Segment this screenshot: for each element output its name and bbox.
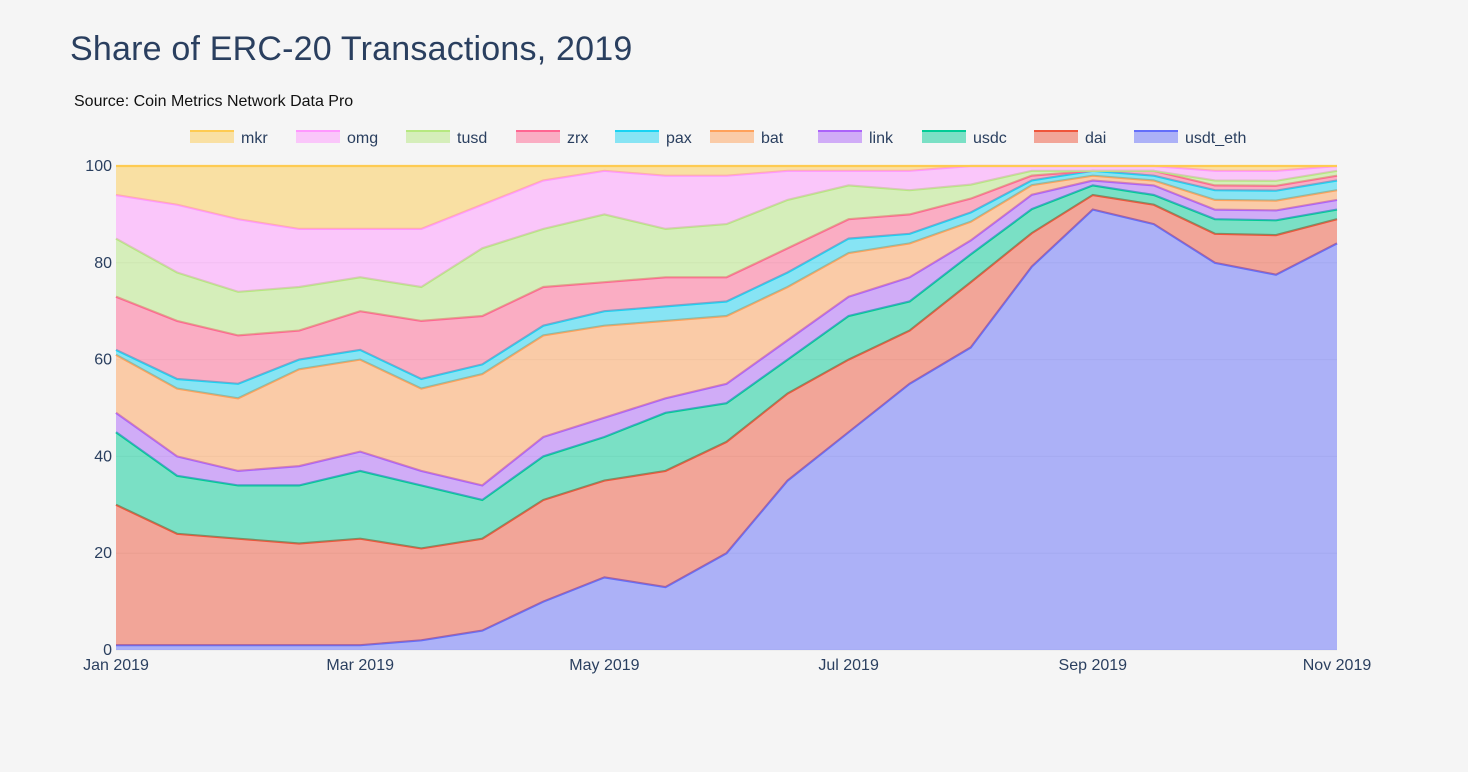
y-tick-label: 100 (85, 158, 112, 175)
legend-item-usdt-eth[interactable]: usdt_eth (1134, 130, 1246, 147)
x-tick-label: Jul 2019 (818, 657, 879, 674)
legend-item-link[interactable]: link (818, 130, 894, 147)
chart-title: Share of ERC-20 Transactions, 2019 (70, 30, 633, 68)
legend-label: tusd (457, 130, 487, 147)
legend-item-omg[interactable]: omg (296, 130, 378, 147)
legend-label: bat (761, 130, 784, 147)
axes: 0 20 40 60 80 100 Jan 2019 Mar 2019 May 2019 Jul … (83, 158, 1371, 674)
area-tusd (116, 170, 1337, 336)
legend-swatch (406, 131, 450, 143)
legend-swatch (1034, 131, 1078, 143)
legend-item-dai[interactable]: dai (1034, 130, 1106, 147)
legend-item-usdc[interactable]: usdc (922, 130, 1007, 147)
legend-swatch (615, 131, 659, 143)
y-tick-label: 80 (94, 255, 112, 272)
stacked-areas (115, 164, 1338, 650)
x-tick-label: May 2019 (569, 657, 639, 674)
x-tick-label: Nov 2019 (1303, 657, 1372, 674)
legend-label: dai (1085, 130, 1106, 147)
y-tick-label: 40 (94, 448, 112, 465)
legend-label: omg (347, 130, 378, 147)
legend-label: link (869, 130, 894, 147)
legend-label: mkr (241, 130, 268, 147)
legend-item-pax[interactable]: pax (615, 130, 692, 147)
legend-label: zrx (567, 130, 588, 147)
legend-swatch (190, 131, 234, 143)
chart-subtitle: Source: Coin Metrics Network Data Pro (74, 93, 354, 110)
legend-label: usdt_eth (1185, 130, 1246, 147)
legend-swatch (296, 131, 340, 143)
legend-label: pax (666, 130, 692, 147)
x-tick-label: Sep 2019 (1059, 657, 1128, 674)
legend-swatch (922, 131, 966, 143)
legend-swatch (818, 131, 862, 143)
legend-swatch (516, 131, 560, 143)
legend-item-bat[interactable]: bat (710, 130, 784, 147)
legend-label: usdc (973, 130, 1007, 147)
legend-item-zrx[interactable]: zrx (516, 130, 588, 147)
y-tick-label: 60 (94, 352, 112, 369)
area-omg (116, 166, 1337, 292)
area-link (116, 180, 1337, 500)
legend[interactable]: mkr omg tusd zrx pax bat link usdc dai usdt_eth (190, 130, 1246, 147)
area-usdt-eth (116, 209, 1337, 650)
area-mkr (116, 166, 1337, 229)
legend-item-mkr[interactable]: mkr (190, 130, 268, 147)
legend-swatch (1134, 131, 1178, 143)
area-bat (116, 175, 1337, 486)
legend-item-tusd[interactable]: tusd (406, 130, 487, 147)
legend-swatch (710, 131, 754, 143)
y-tick-label: 20 (94, 545, 112, 562)
area-pax (116, 170, 1337, 399)
x-tick-label: Mar 2019 (326, 657, 394, 674)
y-tick-label: 0 (103, 642, 112, 659)
area-dai (116, 195, 1337, 646)
area-usdc (116, 185, 1337, 549)
x-tick-label: Jan 2019 (83, 657, 149, 674)
